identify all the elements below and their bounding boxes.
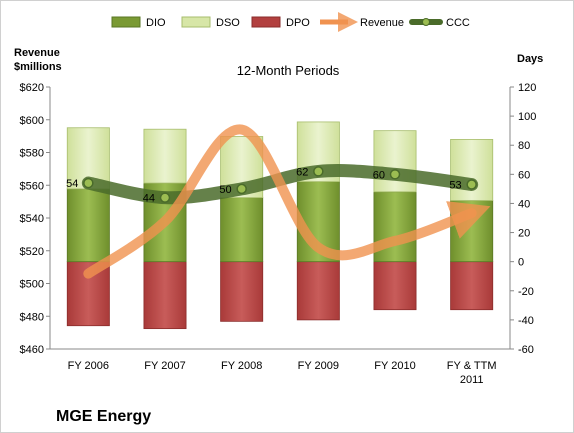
category-label: FY 2008	[221, 360, 262, 372]
dpo-bar	[373, 261, 417, 311]
right-tick-label: -40	[518, 315, 534, 327]
legend: DIO DSO DPO Revenue CCC	[111, 12, 470, 32]
dpo-bar	[220, 261, 264, 322]
right-tick-label: -60	[518, 344, 534, 356]
category-label: FY 2009	[298, 360, 339, 372]
plot-background	[50, 87, 510, 349]
dio-bar	[373, 191, 417, 263]
right-axis-title: Days	[517, 53, 543, 65]
ccc-point	[236, 183, 247, 195]
right-tick-label: 60	[518, 169, 530, 181]
left-tick-label: $600	[20, 115, 44, 127]
left-tick-label: $560	[20, 180, 44, 192]
legend-swatch-dio	[111, 16, 141, 28]
left-tick-label: $620	[20, 82, 44, 94]
dio-bar	[220, 197, 264, 263]
left-tick-label: $480	[20, 311, 44, 323]
ccc-data-label: 53	[449, 180, 461, 192]
legend-label-revenue: Revenue	[360, 17, 404, 29]
ccc-point	[313, 166, 324, 177]
company-name: MGE Energy	[56, 408, 151, 425]
category-label: FY & TTM	[447, 360, 497, 372]
plot-area: $460 $480 $500 $520 $540 $560 $580 $600 $620 -60 -…	[20, 82, 537, 386]
right-tick-label: 120	[518, 82, 536, 94]
ccc-data-label: 54	[66, 178, 78, 190]
dso-bar	[373, 130, 417, 193]
dpo-bar	[143, 261, 187, 330]
right-tick-label: 100	[518, 111, 536, 123]
revenue-line	[83, 124, 491, 279]
left-tick-label: $540	[20, 213, 44, 225]
right-tick-label: -20	[518, 286, 534, 298]
ccc-point	[159, 192, 171, 203]
dpo-bar	[450, 261, 494, 311]
right-tick-label: 40	[518, 198, 530, 210]
ccc-point	[83, 177, 94, 189]
ccc-data-label: 44	[143, 193, 155, 205]
category-label: FY 2010	[374, 360, 415, 372]
legend-label-dpo: DPO	[286, 17, 310, 29]
legend-label-ccc: CCC	[446, 17, 470, 29]
dso-bar	[143, 128, 187, 184]
legend-swatch-dso	[181, 16, 211, 28]
ccc-data-label: 60	[373, 169, 385, 181]
dio-bar	[66, 188, 110, 263]
ccc-data-label: 62	[296, 166, 308, 178]
right-tick-label: 20	[518, 228, 530, 240]
category-label: FY 2006	[68, 360, 109, 372]
dpo-bar	[296, 261, 340, 321]
right-tick-label: 0	[518, 257, 524, 269]
left-tick-label: $520	[20, 246, 44, 258]
ccc-point	[389, 169, 401, 180]
legend-swatch-dpo	[251, 16, 281, 28]
left-axis-title-line2: $millions	[14, 61, 62, 73]
category-label-line2: 2011	[460, 374, 484, 386]
category-label: FY 2007	[144, 360, 185, 372]
left-tick-label: $500	[20, 279, 44, 291]
left-axis-title-line1: Revenue	[14, 47, 60, 59]
right-tick-label: 80	[518, 140, 530, 152]
ccc-data-label: 50	[219, 184, 231, 196]
left-tick-label: $580	[20, 148, 44, 160]
legend-label-dso: DSO	[216, 17, 240, 29]
left-tick-label: $460	[20, 344, 44, 356]
legend-marker-ccc	[422, 18, 430, 26]
chart-subtitle: 12-Month Periods	[237, 63, 340, 78]
ccc-point	[466, 179, 477, 190]
legend-label-dio: DIO	[146, 17, 166, 29]
